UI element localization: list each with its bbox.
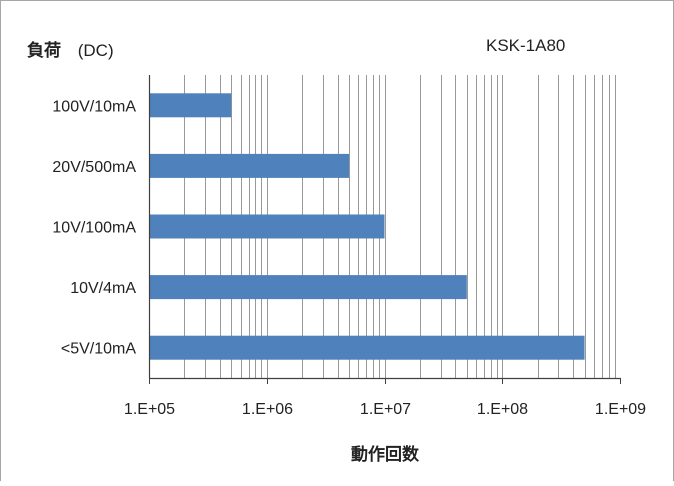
y-tick-label: <5V/10mA xyxy=(61,341,136,358)
x-tick-label: 1.E+06 xyxy=(242,401,293,418)
bar xyxy=(150,93,232,118)
y-tick-label: 100V/10mA xyxy=(52,98,136,115)
bar xyxy=(150,335,585,360)
x-axis-title: 動作回数 xyxy=(351,444,420,464)
x-tick-label: 1.E+07 xyxy=(360,401,411,418)
x-tick-label: 1.E+05 xyxy=(124,401,175,418)
chart-title: KSK-1A80 xyxy=(486,36,565,55)
y-tick-label: 10V/4mA xyxy=(70,280,136,297)
bar xyxy=(150,214,385,239)
y-axis-title-bold: 負荷 xyxy=(27,40,61,60)
x-tick-label: 1.E+08 xyxy=(477,401,528,418)
y-tick-label: 20V/500mA xyxy=(52,159,136,176)
y-axis-title: 負荷 (DC) xyxy=(27,40,114,60)
x-tick-label: 1.E+09 xyxy=(595,401,646,418)
bars xyxy=(150,93,585,360)
bar xyxy=(150,153,350,178)
bar xyxy=(150,275,467,300)
axes: 100V/10mA 20V/500mA 10V/100mA 10V/4mA <5V/10… xyxy=(52,75,646,418)
y-axis-title-suffix: (DC) xyxy=(78,41,114,60)
y-tick-label: 10V/100mA xyxy=(52,220,136,237)
